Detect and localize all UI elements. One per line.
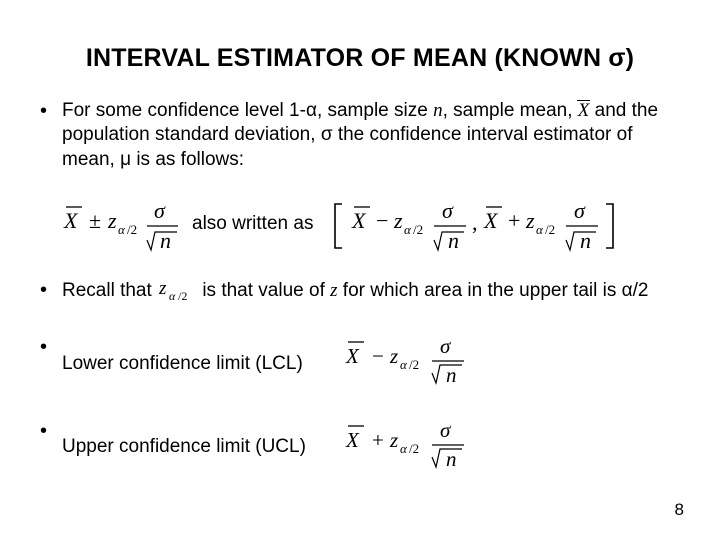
b1-xbar: X <box>578 99 590 123</box>
bullet-item-1: For some confidence level 1-α, sample si… <box>34 99 686 172</box>
svg-text:X: X <box>345 428 360 452</box>
svg-text:/2: /2 <box>127 222 137 237</box>
svg-text:σ: σ <box>154 198 166 223</box>
svg-text:α: α <box>404 222 412 237</box>
svg-text:n: n <box>160 228 171 253</box>
b2-z: z <box>330 280 337 301</box>
b1-post: is as follows: <box>131 149 244 170</box>
bullet-list-2: Recall that zα/2 is that value of z for … <box>34 278 686 476</box>
main-formula: X ± z α /2 σ n also written as X − z α <box>62 198 686 254</box>
svg-text:σ: σ <box>440 335 452 358</box>
bullet-item-4: Upper confidence limit (UCL) X + z α /2 … <box>34 419 686 476</box>
svg-text:X: X <box>351 208 367 233</box>
b2-pre: Recall that <box>62 280 157 301</box>
svg-text:n: n <box>446 447 457 469</box>
svg-text:−: − <box>372 344 384 368</box>
svg-text:±: ± <box>89 208 101 233</box>
svg-text:,: , <box>472 210 478 235</box>
svg-text:α: α <box>169 289 176 302</box>
bullet-list: For some confidence level 1-α, sample si… <box>34 99 686 172</box>
svg-text:X: X <box>345 344 360 368</box>
lcl-formula: X − z α /2 σ n <box>342 335 512 392</box>
b2-post: /2 <box>633 280 649 301</box>
svg-text:−: − <box>376 208 388 233</box>
z-alpha-half-symbol: zα/2 <box>157 278 197 309</box>
svg-text:X: X <box>483 208 499 233</box>
b1-n: n <box>433 100 443 121</box>
svg-text:/2: /2 <box>413 222 423 237</box>
bullet-item-3: Lower confidence limit (LCL) X − z α /2 … <box>34 335 686 392</box>
slide: INTERVAL ESTIMATOR OF MEAN (KNOWN σ) For… <box>0 0 720 540</box>
slide-title: INTERVAL ESTIMATOR OF MEAN (KNOWN σ) <box>34 44 686 73</box>
formula-label: also written as <box>192 213 313 234</box>
svg-text:σ: σ <box>442 198 454 223</box>
b1-mid2: , sample mean, <box>443 100 578 121</box>
svg-text:σ: σ <box>574 198 586 223</box>
svg-text:X: X <box>63 208 79 233</box>
svg-text:/2: /2 <box>409 441 419 456</box>
b1-mid1: , sample size <box>317 100 433 121</box>
svg-text:/2: /2 <box>178 289 187 302</box>
b2-mid2: for which area in the upper tail is <box>338 280 622 301</box>
svg-text:z: z <box>107 208 117 233</box>
svg-text:z: z <box>158 278 167 299</box>
b2-mid: is that value of <box>197 280 330 301</box>
b2-alpha: α <box>622 280 633 301</box>
svg-text:z: z <box>389 428 398 452</box>
b1-sigma: σ <box>321 124 333 145</box>
svg-text:σ: σ <box>440 419 452 442</box>
svg-text:+: + <box>372 428 384 452</box>
svg-text:z: z <box>393 208 403 233</box>
svg-text:α: α <box>400 357 408 372</box>
b4-text: Upper confidence limit (UCL) <box>62 435 342 459</box>
page-number: 8 <box>675 500 684 520</box>
svg-text:/2: /2 <box>545 222 555 237</box>
svg-text:α: α <box>536 222 544 237</box>
svg-text:/2: /2 <box>409 357 419 372</box>
svg-text:z: z <box>389 344 398 368</box>
svg-text:α: α <box>118 222 126 237</box>
svg-text:n: n <box>446 363 457 385</box>
svg-text:z: z <box>525 208 535 233</box>
b1-mu: μ <box>120 149 131 170</box>
svg-text:n: n <box>580 228 591 253</box>
bullet-item-2: Recall that zα/2 is that value of z for … <box>34 278 686 309</box>
svg-text:α: α <box>400 441 408 456</box>
ucl-formula: X + z α /2 σ n <box>342 419 512 476</box>
svg-text:n: n <box>448 228 459 253</box>
b1-text-pre: For some confidence level 1- <box>62 100 306 121</box>
b3-text: Lower confidence limit (LCL) <box>62 352 342 376</box>
b1-alpha: α <box>306 100 317 121</box>
svg-text:+: + <box>508 208 520 233</box>
